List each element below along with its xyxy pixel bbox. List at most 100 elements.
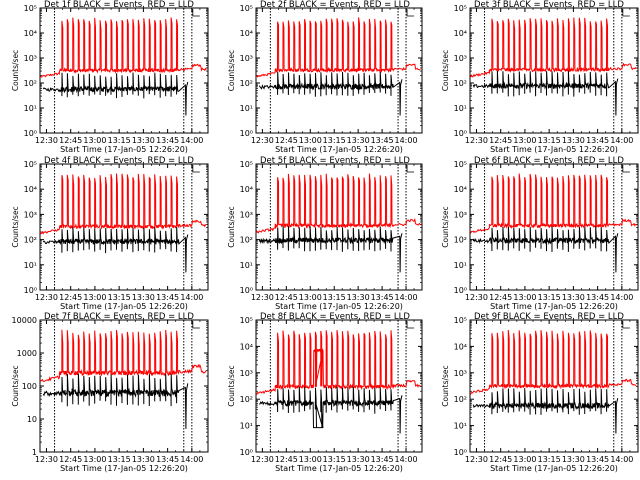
series-lld — [256, 173, 421, 234]
chart-panel-3: Det 3f BLACK = Events, RED = LLD 10⁰ 10¹ 10… — [441, 0, 639, 154]
series-lld — [470, 173, 637, 235]
y-axis-label: Counts/sec — [441, 50, 450, 91]
x-axis-label: Start Time (17-Jan-05 12:26:20) — [490, 145, 618, 154]
series-lld — [470, 17, 637, 78]
x-tick-label: 13:30 — [347, 455, 370, 464]
x-tick-label: 13:45 — [156, 293, 179, 302]
plot-frame — [469, 163, 639, 291]
y-tick-label: 10² — [454, 236, 467, 245]
x-tick-label: 13:15 — [538, 293, 561, 302]
corner-marker — [406, 321, 415, 329]
y-axis-label: Counts/sec — [11, 50, 20, 91]
x-tick-label: 13:15 — [323, 455, 346, 464]
y-tick-label: 10⁵ — [454, 4, 467, 13]
chart-panel-5: Det 5f BLACK = Events, RED = LLD 10⁰ 10¹ 10… — [227, 156, 423, 311]
y-tick-label: 10⁵ — [24, 4, 37, 13]
y-tick-label: 1 — [32, 448, 37, 457]
x-tick-label: 12:45 — [59, 293, 82, 302]
x-axis-label: Start Time (17-Jan-05 12:26:20) — [490, 464, 618, 473]
y-tick-label: 10⁴ — [240, 342, 253, 351]
x-tick-label: 13:00 — [299, 293, 322, 302]
x-tick-label: 13:30 — [132, 136, 155, 145]
x-tick-label: 13:15 — [108, 455, 131, 464]
y-tick-label: 10⁴ — [454, 342, 467, 351]
y-axis-label: Counts/sec — [11, 365, 20, 406]
y-tick-label: 10⁰ — [240, 129, 253, 138]
chart-title: Det 2f BLACK = Events, RED = LLD — [260, 0, 410, 10]
y-tick-label: 10³ — [240, 369, 253, 378]
chart-title: Det 3f BLACK = Events, RED = LLD — [474, 0, 624, 10]
y-tick-label: 10³ — [454, 210, 467, 219]
x-tick-label: 14:00 — [395, 455, 418, 464]
plot-frame — [255, 7, 423, 134]
y-tick-label: 10³ — [240, 210, 253, 219]
x-tick-label: 12:30 — [35, 293, 58, 302]
series-events — [42, 373, 189, 429]
y-tick-label: 10² — [454, 79, 467, 88]
plot-frame — [39, 163, 209, 291]
y-tick-label: 10¹ — [24, 104, 37, 113]
y-tick-label: 10⁵ — [454, 160, 467, 169]
y-tick-label: 10⁴ — [240, 185, 253, 194]
chart-panel-1: Det 1f BLACK = Events, RED = LLD 10⁰ 10¹ 10… — [11, 0, 209, 154]
corner-marker — [192, 165, 200, 173]
y-tick-label: 10¹ — [240, 104, 253, 113]
x-tick-label: 14:00 — [180, 455, 203, 464]
corner-marker — [406, 9, 415, 17]
x-tick-label: 13:00 — [513, 455, 536, 464]
x-tick-label: 13:45 — [156, 455, 179, 464]
x-tick-label: 13:45 — [371, 293, 394, 302]
y-tick-label: 10⁴ — [24, 185, 37, 194]
y-tick-label: 10⁵ — [240, 4, 253, 13]
x-tick-label: 14:00 — [180, 136, 203, 145]
y-tick-label: 10 — [27, 415, 37, 424]
x-tick-label: 13:45 — [586, 136, 609, 145]
series-events — [259, 386, 403, 434]
series-lld — [40, 173, 207, 235]
x-tick-label: 12:45 — [275, 293, 298, 302]
y-tick-label: 10¹ — [240, 422, 253, 431]
plot-frame — [255, 319, 423, 453]
x-tick-label: 14:00 — [610, 293, 633, 302]
series-events — [258, 71, 403, 116]
y-tick-label: 10⁵ — [240, 316, 253, 325]
x-tick-label: 13:45 — [371, 455, 394, 464]
series-events — [42, 227, 189, 273]
x-tick-label: 13:15 — [538, 136, 561, 145]
x-tick-label: 12:30 — [251, 136, 274, 145]
x-axis-label: Start Time (17-Jan-05 12:26:20) — [275, 145, 403, 154]
series-lld — [256, 330, 421, 395]
x-tick-label: 12:45 — [489, 293, 512, 302]
x-tick-label: 13:45 — [586, 293, 609, 302]
x-tick-label: 12:30 — [465, 455, 488, 464]
x-tick-label: 14:00 — [610, 136, 633, 145]
chart-panel-7: Det 7f BLACK = Events, RED = LLD 1 10 100 10… — [11, 312, 209, 473]
corner-marker — [192, 9, 200, 17]
x-tick-label: 13:30 — [132, 293, 155, 302]
x-axis-label: Start Time (17-Jan-05 12:26:20) — [275, 464, 403, 473]
chart-panel-6: Det 6f BLACK = Events, RED = LLD 10⁰ 10¹ 10… — [441, 156, 639, 311]
chart-title: Det 1f BLACK = Events, RED = LLD — [44, 0, 194, 10]
x-axis-label: Start Time (17-Jan-05 12:26:20) — [60, 302, 188, 311]
y-tick-label: 10⁰ — [240, 286, 253, 295]
x-axis-label: Start Time (17-Jan-05 12:26:20) — [490, 302, 618, 311]
y-tick-label: 10² — [454, 395, 467, 404]
x-axis-label: Start Time (17-Jan-05 12:26:20) — [60, 464, 188, 473]
y-tick-label: 10³ — [454, 369, 467, 378]
x-tick-label: 12:45 — [489, 455, 512, 464]
x-tick-label: 13:30 — [562, 293, 585, 302]
corner-marker — [622, 9, 630, 17]
x-tick-label: 14:00 — [610, 455, 633, 464]
x-tick-label: 13:15 — [323, 293, 346, 302]
y-tick-label: 10⁰ — [240, 448, 253, 457]
x-tick-label: 13:15 — [108, 293, 131, 302]
x-tick-label: 13:00 — [83, 136, 106, 145]
y-tick-label: 10² — [24, 79, 37, 88]
y-tick-label: 10¹ — [24, 261, 37, 270]
y-tick-label: 10⁰ — [454, 129, 467, 138]
x-tick-label: 13:00 — [83, 455, 106, 464]
plot-frame — [469, 319, 639, 453]
x-tick-label: 13:00 — [83, 293, 106, 302]
x-axis-label: Start Time (17-Jan-05 12:26:20) — [275, 302, 403, 311]
series-events — [472, 388, 619, 434]
